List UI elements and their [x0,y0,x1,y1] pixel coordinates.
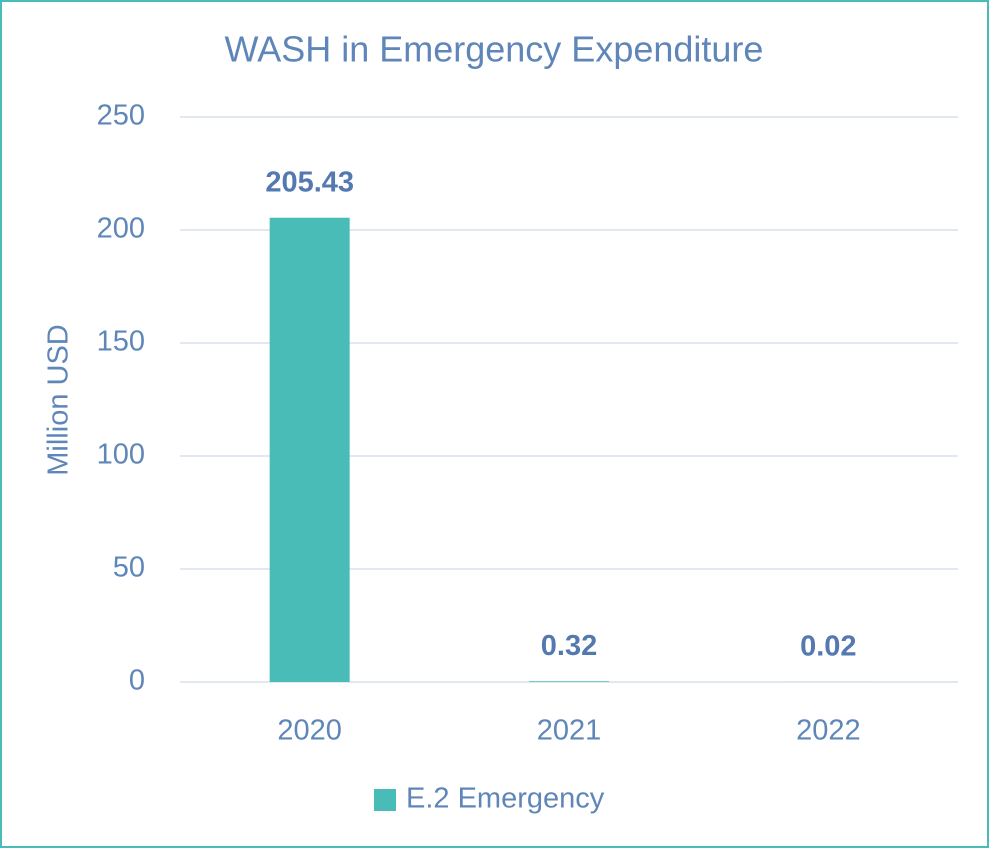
y-tick-label: 0 [129,665,145,697]
chart-title: WASH in Emergency Expenditure [225,29,764,70]
y-tick-label: 200 [97,213,145,245]
y-tick-label: 100 [97,439,145,471]
legend-swatch [374,789,396,811]
bar [269,217,350,682]
data-label: 0.32 [541,630,597,662]
x-tick-label: 2021 [537,715,602,747]
data-label: 205.43 [265,166,354,198]
x-tick-label: 2022 [796,715,861,747]
legend-label: E.2 Emergency [406,783,605,815]
bar [529,681,609,682]
y-tick-label: 50 [113,552,145,584]
y-tick-label: 250 [97,100,145,132]
y-axis-label: Million USD [43,324,75,475]
data-label: 0.02 [800,631,856,663]
y-tick-label: 150 [97,326,145,358]
x-tick-label: 2020 [277,715,342,747]
